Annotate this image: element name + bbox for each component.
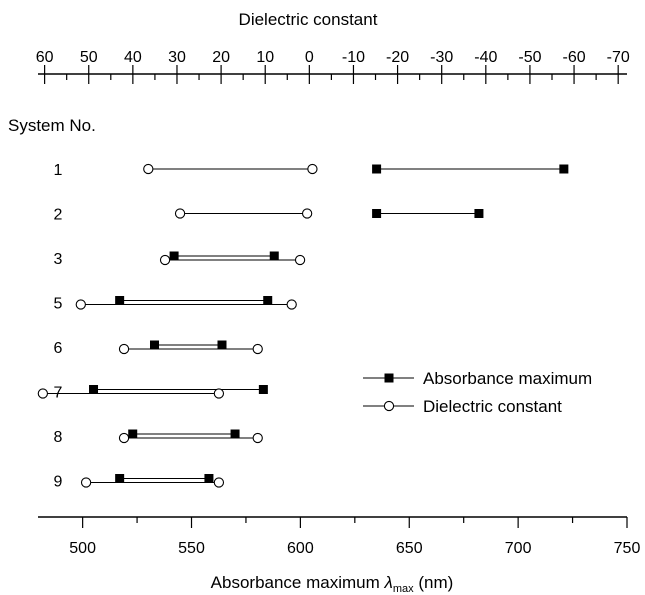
top-axis-tick-label: 20 — [212, 49, 230, 66]
absorbance-marker — [384, 373, 394, 383]
bottom-axis-tick-label: 750 — [614, 540, 641, 557]
dielectric-marker — [252, 343, 263, 355]
absorbance-marker — [149, 340, 159, 350]
absorbance-marker — [169, 251, 179, 261]
legend-item: Absorbance maximum — [363, 369, 592, 388]
top-axis-tick-label: 30 — [168, 49, 186, 66]
dielectric-marker — [286, 299, 297, 310]
absorbance-marker — [115, 474, 125, 483]
bottom-axis-tick-label: 650 — [396, 540, 423, 557]
dielectric-marker — [118, 432, 130, 444]
dielectric-marker — [294, 254, 306, 266]
absorbance-marker — [258, 385, 268, 394]
absorbance-marker — [115, 296, 125, 305]
legend: Absorbance maximum Dielectric constant — [363, 369, 592, 416]
dielectric-marker — [80, 477, 92, 488]
absorbance-marker — [230, 429, 240, 439]
bottom-axis-title-symbol: λ — [384, 573, 393, 592]
top-axis-title: Dielectric constant — [239, 10, 378, 29]
bottom-axis-tick-label: 600 — [287, 540, 314, 557]
top-axis-tick-label: 50 — [80, 49, 98, 66]
top-axis-tick-label: 0 — [305, 49, 314, 66]
top-axis-tick-label: 10 — [256, 49, 274, 66]
system-label: 1 — [54, 162, 63, 179]
top-axis-tick-label: -20 — [386, 49, 409, 66]
legend-item: Dielectric constant — [363, 397, 562, 416]
system-row: 8 — [54, 429, 263, 446]
system-label: 6 — [54, 340, 63, 357]
system-row: 7 — [37, 385, 268, 402]
dielectric-marker — [75, 299, 86, 310]
legend-label: Dielectric constant — [423, 397, 562, 416]
dielectric-marker — [118, 343, 130, 355]
system-row: 1 — [54, 162, 569, 179]
dielectric-marker — [213, 388, 225, 399]
bottom-axis: 500 550 600 650 700 750 — [38, 516, 641, 557]
bottom-axis-tick-label: 700 — [505, 540, 532, 557]
bottom-axis-tick-label: 550 — [178, 540, 205, 557]
dielectric-marker — [383, 400, 395, 412]
dielectric-marker — [159, 254, 171, 266]
absorbance-marker — [372, 164, 382, 174]
system-label: 3 — [54, 251, 63, 268]
system-label: 5 — [54, 296, 63, 313]
dielectric-marker — [213, 477, 225, 488]
absorbance-marker — [474, 209, 484, 218]
bottom-axis-tick-label: 500 — [69, 540, 96, 557]
top-axis-tick-label: -40 — [474, 49, 497, 66]
system-row: 9 — [54, 474, 225, 491]
top-axis-tick-label: 60 — [36, 49, 54, 66]
top-axis-tick-label: -70 — [607, 49, 630, 66]
absorbance-marker — [89, 385, 99, 394]
system-row: 5 — [54, 296, 297, 313]
system-label: 2 — [54, 207, 63, 224]
absorbance-marker — [269, 251, 279, 261]
absorbance-marker — [204, 474, 214, 483]
absorbance-marker — [372, 209, 382, 218]
dielectric-marker — [301, 208, 313, 219]
top-axis-tick-label: -50 — [518, 49, 541, 66]
bottom-axis-title: Absorbance maximum λmax (nm) — [211, 573, 454, 595]
top-axis-tick-label: 40 — [124, 49, 142, 66]
system-label: 8 — [54, 429, 63, 446]
top-axis-tick-label: -10 — [342, 49, 365, 66]
legend-label: Absorbance maximum — [423, 369, 592, 388]
bottom-axis-title-subscript: max — [393, 583, 414, 595]
absorbance-marker — [128, 429, 138, 439]
dielectric-marker — [37, 388, 49, 399]
absorbance-marker — [559, 164, 569, 174]
system-row: 3 — [54, 251, 306, 268]
system-label: 9 — [54, 474, 63, 491]
row-header: System No. — [8, 116, 96, 135]
top-axis-tick-label: -60 — [562, 49, 585, 66]
dielectric-marker — [174, 208, 186, 219]
dielectric-marker — [307, 163, 318, 175]
top-axis-tick-label: -30 — [430, 49, 453, 66]
absorbance-marker — [263, 296, 273, 305]
top-axis: 60 50 40 30 20 10 0 -10 -20 -30 -40 -50 -60 -70 — [36, 49, 630, 84]
system-row: 2 — [54, 207, 484, 224]
bottom-axis-title-main: Absorbance maximum — [211, 573, 385, 592]
dielectric-marker — [252, 432, 263, 444]
dielectric-marker — [143, 163, 154, 175]
bottom-axis-title-unit: (nm) — [414, 573, 454, 592]
system-rows: 1 2 3 5 6 7 8 9 — [37, 162, 569, 491]
absorbance-marker — [217, 340, 227, 350]
system-row: 6 — [54, 340, 263, 357]
